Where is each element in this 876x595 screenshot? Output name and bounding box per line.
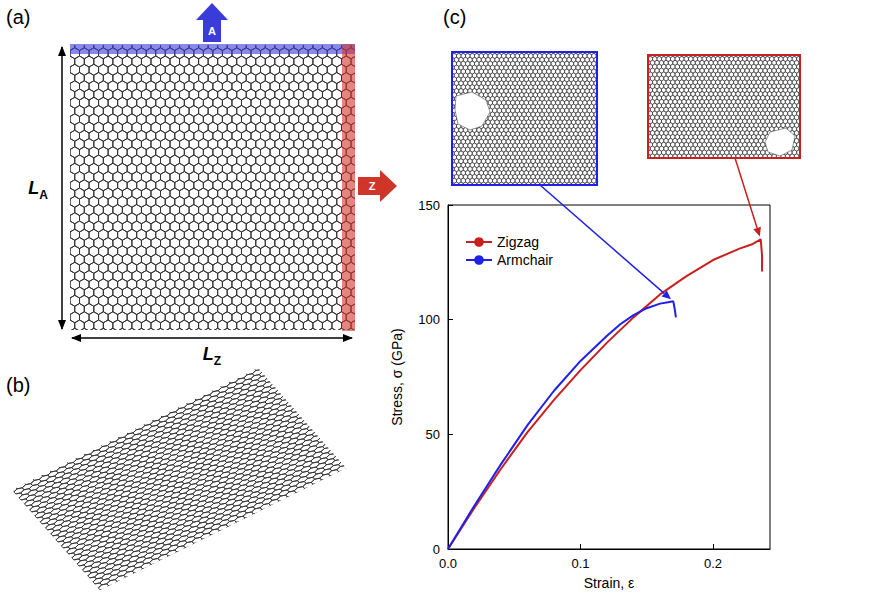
svg-text:LA: LA — [28, 178, 48, 202]
svg-text:0.1: 0.1 — [571, 556, 589, 571]
svg-text:0.0: 0.0 — [439, 556, 457, 571]
svg-text:150: 150 — [418, 198, 440, 213]
svg-text:100: 100 — [418, 312, 440, 327]
svg-text:Strain, ε: Strain, ε — [584, 575, 635, 591]
svg-text:Z: Z — [369, 180, 376, 192]
svg-text:0.2: 0.2 — [704, 556, 722, 571]
svg-text:(a): (a) — [6, 6, 30, 28]
svg-text:A: A — [208, 25, 216, 37]
svg-text:(c): (c) — [443, 6, 466, 28]
svg-text:0: 0 — [433, 542, 440, 557]
svg-text:Stress, σ (GPa): Stress, σ (GPa) — [389, 328, 405, 425]
svg-text:Zigzag: Zigzag — [497, 234, 539, 250]
svg-text:(b): (b) — [6, 374, 30, 396]
svg-text:50: 50 — [426, 427, 440, 442]
svg-text:LZ: LZ — [203, 344, 221, 368]
svg-text:Armchair: Armchair — [497, 252, 553, 268]
